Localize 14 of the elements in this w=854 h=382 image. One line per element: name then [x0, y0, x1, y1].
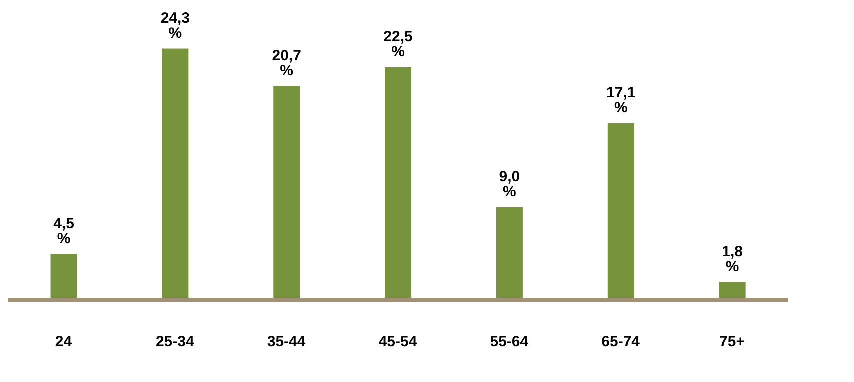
x-tick-label: 24 [55, 334, 73, 351]
data-label: 9,0 % [499, 168, 520, 201]
data-label: 17,1 % [606, 84, 636, 117]
x-tick-label: 35-44 [267, 334, 306, 351]
data-label: 20,7 % [272, 47, 302, 80]
x-tick-label: 25-34 [156, 334, 195, 351]
x-tick-label: 55-64 [490, 334, 530, 351]
data-label: 1,8 % [722, 243, 743, 276]
x-tick-label: 75+ [720, 334, 746, 351]
data-label: 4,5 % [54, 215, 74, 248]
data-label: 22,5 % [384, 28, 413, 61]
x-tick-label: 45-54 [378, 334, 418, 351]
data-label: 24,3 % [160, 10, 190, 42]
x-tick-label: 65-74 [602, 334, 641, 351]
